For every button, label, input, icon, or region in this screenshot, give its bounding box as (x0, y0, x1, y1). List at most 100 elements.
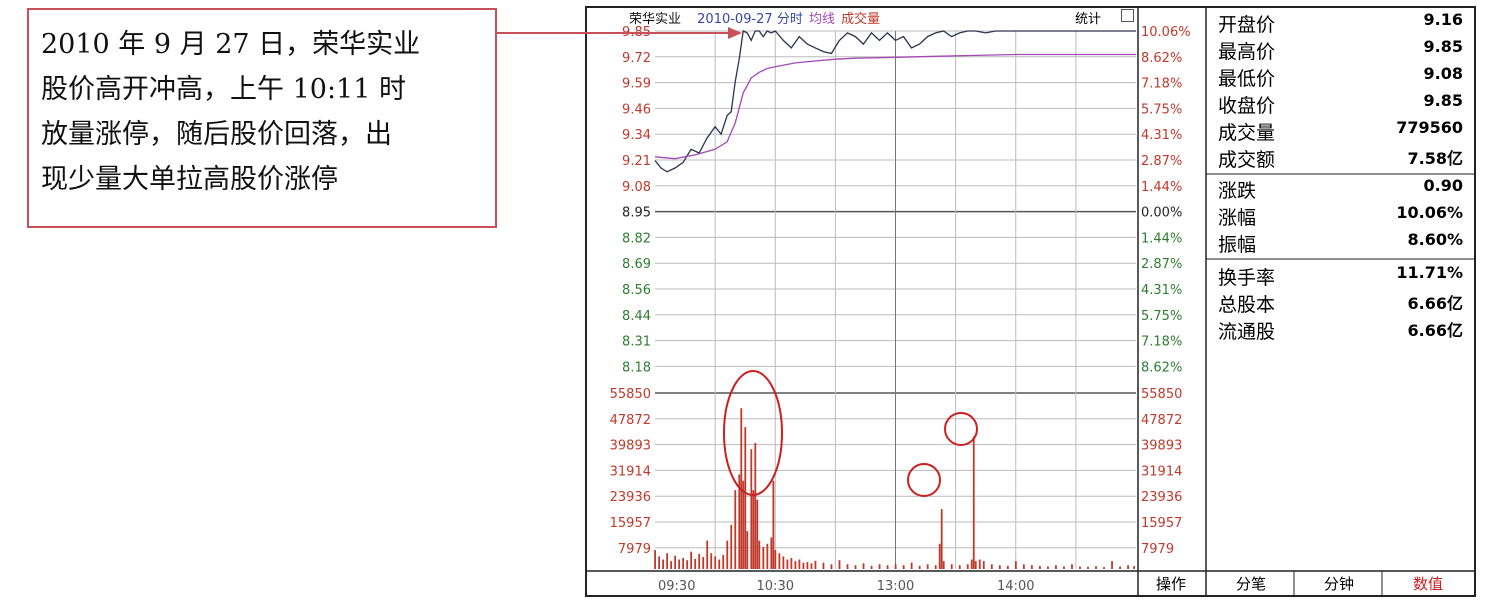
volume-bar (1103, 567, 1105, 569)
volume-bar (746, 531, 749, 569)
volume-bar (742, 480, 745, 569)
volume-bar (806, 562, 809, 569)
volume-label: 成交量 (841, 12, 881, 27)
volume-bar (658, 556, 661, 569)
volume-bar (772, 480, 775, 569)
quote-row: 最低价 9.08 (1218, 64, 1463, 90)
stats-label: 统计 (1075, 12, 1102, 27)
time-tick-label: 09:30 (658, 579, 695, 594)
pct-tick-label: 5.75% (1141, 309, 1182, 324)
volume-bar (854, 565, 857, 569)
volume-bar (974, 561, 977, 569)
volume-tick-label: 55850 (610, 387, 651, 402)
time-tick-label: 13:00 (877, 579, 914, 594)
volume-bar (1079, 566, 1081, 569)
quote-row: 流通股 6.66亿 (1218, 321, 1463, 343)
volume-tick-label-right: 55850 (1141, 387, 1182, 402)
volume-bar (814, 560, 817, 569)
pct-tick-label: 4.31% (1141, 128, 1182, 143)
tab-minutes[interactable]: 分钟 (1323, 575, 1354, 593)
volume-bar (846, 564, 849, 569)
price-tick-label: 8.18 (622, 360, 651, 375)
volume-tick-label: 31914 (610, 464, 651, 479)
stats-button[interactable]: 统计 (1075, 8, 1101, 27)
volume-bar (934, 565, 937, 569)
volume-bar (698, 553, 701, 569)
volume-bar (970, 559, 973, 569)
volume-bar (830, 564, 833, 569)
volume-bar (1127, 565, 1129, 569)
pct-tick-label: 5.75% (1141, 102, 1182, 117)
volume-bar (752, 490, 755, 569)
volume-bar (810, 563, 813, 569)
volume-bar (1111, 561, 1113, 569)
pct-tick-label: 2.87% (1141, 154, 1182, 169)
volume-bar (910, 562, 913, 569)
volume-bar (674, 555, 677, 569)
volume-bar (822, 562, 825, 569)
price-tick-label: 8.95 (622, 206, 651, 221)
volume-bar (942, 561, 945, 569)
pct-tick-label: 10.06% (1141, 25, 1191, 40)
volume-bar (730, 524, 733, 569)
volume-bar (718, 559, 721, 569)
volume-bar (678, 559, 681, 569)
volume-bar (794, 561, 797, 569)
quote-row: 换手率 11.71% (1218, 263, 1463, 289)
volume-bar (694, 558, 697, 569)
volume-bar (734, 490, 737, 569)
volume-bar (1087, 566, 1089, 569)
callout-arrow-head (728, 27, 742, 39)
volume-bar (902, 565, 905, 569)
price-tick-label: 8.82 (622, 231, 651, 246)
volume-tick-label-right: 31914 (1141, 464, 1182, 479)
volume-bar (666, 553, 669, 569)
pct-tick-label: 8.62% (1141, 360, 1182, 375)
volume-bar (654, 550, 656, 569)
volume-bar (950, 564, 953, 569)
volume-tick-label-right: 7979 (1141, 542, 1174, 557)
volume-bar (722, 554, 725, 569)
annotation-line: 股价高开冲高，上午 10:11 时 (41, 74, 406, 105)
price-tick-label: 9.21 (622, 154, 651, 169)
quote-row: 收盘价 9.85 (1218, 91, 1463, 117)
price-tick-label: 9.72 (622, 51, 651, 66)
time-tick-label: 10:30 (757, 579, 794, 594)
volume-bar (774, 550, 777, 569)
annotation-line: 2010 年 9 月 27 日，荣华实业 (41, 29, 421, 60)
volume-bar (682, 557, 685, 569)
volume-bar (886, 565, 889, 569)
quote-row: 最高价 9.85 (1218, 37, 1463, 63)
volume-bar (1063, 566, 1065, 569)
quote-row: 振幅 8.60% (1218, 230, 1463, 256)
price-tick-label: 8.69 (622, 257, 651, 272)
price-tick-label: 9.08 (622, 180, 651, 195)
volume-bar (894, 564, 897, 569)
volume-bar (862, 563, 865, 569)
time-tick-label: 14:00 (997, 579, 1034, 594)
maximize-icon[interactable] (1121, 9, 1134, 22)
volume-tick-label: 47872 (610, 413, 651, 428)
annotation-line: 放量涨停，随后股价回落，出 (41, 119, 392, 150)
volume-bar (870, 565, 873, 569)
date-label: 2010-09-27 分时 (697, 12, 803, 27)
price-tick-label: 9.59 (622, 77, 651, 92)
volume-bar (790, 557, 793, 569)
tab-ticks[interactable]: 分笔 (1235, 575, 1266, 593)
volume-bar (802, 562, 805, 569)
pct-tick-label: 1.44% (1141, 231, 1182, 246)
average-line (654, 53, 1136, 160)
volume-tick-label-right: 15957 (1141, 516, 1182, 531)
highlight-circle (907, 463, 941, 497)
volume-bar (958, 565, 961, 569)
volume-bar (940, 509, 943, 569)
volume-bar (670, 561, 673, 569)
price-line (654, 30, 1136, 173)
volume-bar (766, 543, 769, 569)
pct-tick-label: 2.87% (1141, 257, 1182, 272)
tab-operate[interactable]: 操作 (1155, 575, 1186, 593)
tab-values[interactable]: 数值 (1412, 575, 1443, 593)
volume-bar (750, 449, 753, 569)
volume-bar (998, 565, 1001, 569)
